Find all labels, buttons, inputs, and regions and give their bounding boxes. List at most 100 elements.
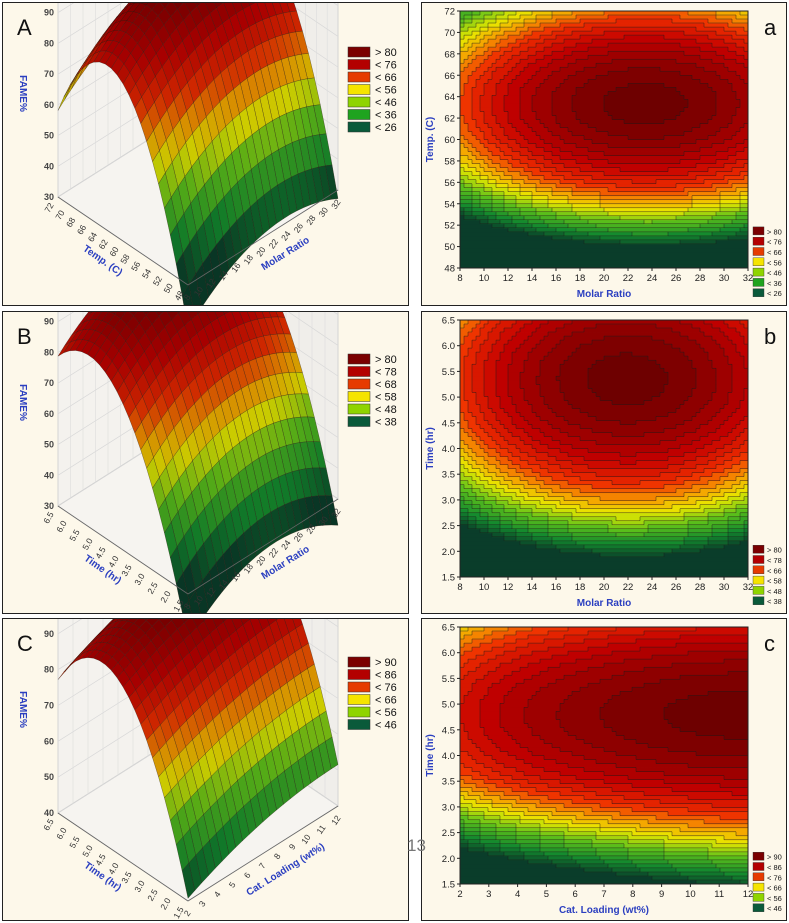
contour-cell <box>732 211 737 217</box>
contour-cell <box>524 199 529 205</box>
contour-cell <box>496 223 501 229</box>
contour-cell <box>592 195 597 201</box>
contour-cell <box>676 135 681 140</box>
contour-cell <box>656 71 661 76</box>
contour-cell <box>524 107 529 112</box>
contour-cell <box>488 191 493 197</box>
contour-cell <box>600 51 605 56</box>
contour-cell <box>612 51 617 56</box>
contour-cell <box>532 251 537 257</box>
contour-cell <box>732 119 737 124</box>
contour-cell <box>480 255 485 261</box>
contour-cell <box>716 243 721 249</box>
contour-cell <box>716 255 721 261</box>
contour-cell <box>600 199 605 205</box>
contour-cell <box>624 167 629 173</box>
contour-cell <box>568 183 573 189</box>
contour-cell <box>580 67 585 72</box>
contour-cell <box>564 151 569 156</box>
contour-cell <box>460 179 465 185</box>
contour-cell <box>664 259 669 265</box>
contour-cell <box>476 187 481 193</box>
contour-cell <box>528 199 533 205</box>
contour-cell <box>692 127 697 132</box>
contour-cell <box>580 79 585 84</box>
contour-cell <box>516 223 521 229</box>
contour-cell <box>664 131 669 136</box>
contour-cell <box>556 111 561 116</box>
contour-cell <box>648 147 653 152</box>
contour-cell <box>696 147 701 152</box>
contour-cell <box>724 183 729 189</box>
contour-cell <box>580 187 585 193</box>
contour-cell <box>504 199 509 205</box>
contour-cell <box>568 159 573 164</box>
contour-cell <box>660 39 665 44</box>
contour-cell <box>640 75 645 80</box>
contour-cell <box>604 231 609 237</box>
contour-cell <box>568 171 573 177</box>
contour-cell <box>732 179 737 185</box>
contour-cell <box>672 255 677 261</box>
contour-cell <box>716 155 721 160</box>
contour-cell <box>668 175 673 181</box>
contour-cell <box>688 243 693 249</box>
contour-cell <box>596 179 601 185</box>
contour-cell <box>476 139 481 144</box>
contour-cell <box>504 107 509 112</box>
contour-cell <box>636 155 641 160</box>
contour-cell <box>620 35 625 40</box>
contour-cell <box>460 259 465 265</box>
contour-cell <box>584 195 589 201</box>
x-tick-label: 28 <box>304 213 318 227</box>
contour-cell <box>492 191 497 197</box>
contour-cell <box>684 219 689 225</box>
contour-cell <box>632 71 637 76</box>
contour-cell <box>576 39 581 44</box>
contour-cell <box>696 23 701 28</box>
contour-cell <box>600 127 605 132</box>
contour-cell <box>540 67 545 72</box>
contour-cell <box>732 131 737 136</box>
contour-cell <box>564 251 569 257</box>
contour-cell <box>628 211 633 217</box>
contour-cell <box>596 11 601 16</box>
contour-cell <box>496 211 501 217</box>
contour-cell <box>532 31 537 36</box>
contour-cell <box>492 239 497 245</box>
contour-cell <box>724 227 729 233</box>
contour-cell <box>692 163 697 169</box>
contour-cell <box>520 135 525 140</box>
contour-cell <box>724 195 729 201</box>
contour-cell <box>520 243 525 249</box>
contour-cell <box>708 19 713 24</box>
contour-cell <box>680 211 685 217</box>
contour-cell <box>696 39 701 44</box>
contour-cell <box>592 219 597 225</box>
contour-cell <box>616 75 621 80</box>
contour-cell <box>732 35 737 40</box>
contour-cell <box>644 143 649 148</box>
contour-cell <box>516 235 521 241</box>
contour-cell <box>704 11 709 16</box>
contour-cell <box>572 11 577 16</box>
contour-cell <box>680 191 685 197</box>
contour-cell <box>604 119 609 124</box>
contour-cell <box>656 163 661 169</box>
contour-cell <box>488 195 493 201</box>
contour-cell <box>724 119 729 124</box>
contour-cell <box>580 51 585 56</box>
contour-cell <box>700 243 705 249</box>
contour-cell <box>684 215 689 221</box>
contour-cell <box>508 63 513 68</box>
contour-cell <box>516 131 521 136</box>
contour-cell <box>712 223 717 229</box>
contour-cell <box>568 47 573 52</box>
contour-cell <box>588 195 593 201</box>
contour-cell <box>700 251 705 257</box>
contour-cell <box>552 55 557 60</box>
contour-cell <box>508 219 513 225</box>
contour-cell <box>524 191 529 197</box>
contour-cell <box>716 211 721 217</box>
contour-cell <box>552 35 557 40</box>
